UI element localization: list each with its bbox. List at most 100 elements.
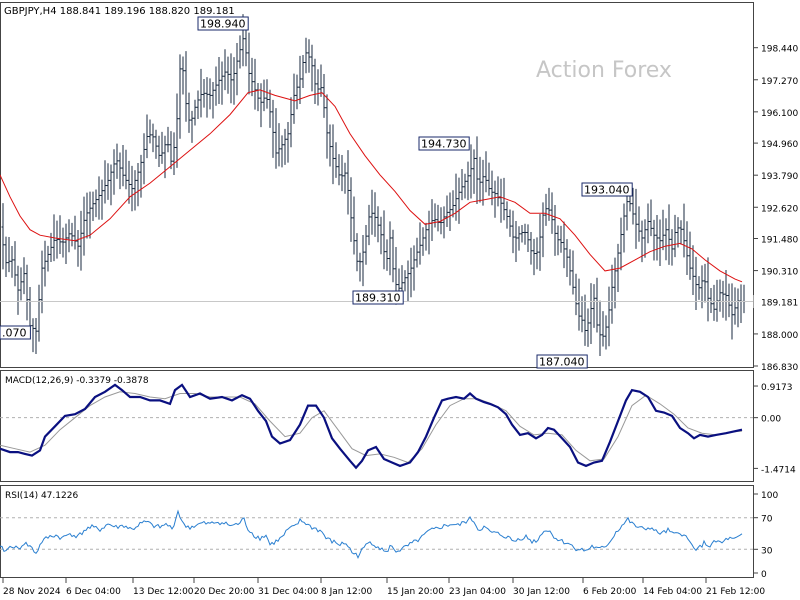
price-bar bbox=[220, 61, 224, 105]
price-bar bbox=[313, 58, 317, 105]
price-bar bbox=[25, 264, 29, 321]
price-tick-label: 194.960 bbox=[761, 140, 798, 150]
price-bar bbox=[508, 209, 512, 237]
price-tick-label: 193.790 bbox=[761, 172, 798, 182]
price-bar bbox=[631, 187, 635, 225]
time-tick-label: 6 Feb 20:00 bbox=[583, 587, 637, 597]
price-bar bbox=[613, 257, 617, 309]
price-bar bbox=[178, 54, 182, 139]
price-callout-box bbox=[418, 136, 470, 151]
price-callouts: 198.940 194.730 193.040 189.310 187.040 .070 bbox=[0, 16, 633, 369]
rsi-line bbox=[0, 509, 743, 560]
price-bar bbox=[364, 224, 368, 265]
price-bar bbox=[553, 204, 557, 256]
price-bar bbox=[448, 192, 452, 231]
price-bar bbox=[595, 277, 599, 333]
price-callout-box bbox=[352, 290, 404, 305]
price-bar bbox=[283, 128, 287, 165]
macd-tick-label: 0.9173 bbox=[761, 383, 793, 393]
rsi-tick-label: 0 bbox=[761, 570, 767, 580]
price-bar bbox=[331, 124, 335, 185]
time-tick-label: 30 Jan 12:00 bbox=[513, 587, 570, 597]
price-callout-label: 187.040 bbox=[539, 356, 585, 369]
moving-average-line bbox=[0, 89, 743, 283]
price-bar bbox=[580, 296, 584, 333]
price-panel: Action Forex GBPJPY,H4 188.841 189.196 1… bbox=[0, 2, 799, 373]
price-bar bbox=[487, 162, 491, 196]
price-bar bbox=[445, 195, 449, 227]
rsi-panel: RSI(14) 47.1226 100 70 30 0 bbox=[0, 485, 778, 580]
macd-panel-frame bbox=[0, 370, 754, 482]
price-bar bbox=[385, 239, 389, 271]
price-bar bbox=[670, 229, 674, 266]
price-bar bbox=[622, 203, 626, 253]
price-bar bbox=[373, 192, 377, 237]
price-tick-label: 190.310 bbox=[761, 268, 798, 278]
price-bar bbox=[250, 57, 254, 97]
price-bar bbox=[559, 225, 563, 253]
price-bar bbox=[37, 284, 41, 342]
price-tick-label: 192.620 bbox=[761, 204, 798, 214]
price-callout-label: 198.940 bbox=[200, 18, 246, 31]
price-bar bbox=[64, 223, 68, 265]
price-bar bbox=[718, 279, 722, 312]
price-tick-label: 191.480 bbox=[761, 236, 798, 246]
price-bar bbox=[709, 287, 713, 314]
price-bar bbox=[274, 108, 278, 169]
price-bar bbox=[235, 43, 239, 96]
price-bar bbox=[112, 149, 116, 195]
price-bar bbox=[319, 64, 323, 97]
price-bar bbox=[355, 233, 359, 272]
price-bar bbox=[154, 129, 158, 159]
price-bar bbox=[202, 79, 206, 108]
price-bar bbox=[415, 237, 419, 268]
price-bar bbox=[22, 257, 26, 295]
price-bar bbox=[160, 131, 164, 164]
price-bar bbox=[193, 99, 197, 126]
time-tick-label: 8 Jan 12:00 bbox=[321, 587, 373, 597]
price-bar bbox=[187, 92, 191, 133]
price-bar bbox=[451, 190, 455, 218]
price-bar bbox=[598, 300, 602, 357]
price-bar bbox=[262, 79, 266, 112]
price-bar bbox=[496, 176, 500, 207]
price-bar bbox=[334, 142, 338, 178]
price-bar bbox=[583, 294, 587, 346]
price-bar bbox=[466, 161, 470, 201]
price-bar bbox=[685, 221, 689, 275]
price-bar bbox=[4, 236, 8, 278]
price-bar bbox=[667, 204, 671, 265]
price-bar bbox=[16, 265, 20, 315]
price-bar bbox=[55, 220, 59, 259]
price-bar bbox=[646, 203, 650, 244]
price-bar bbox=[205, 77, 209, 118]
price-bar bbox=[343, 162, 347, 194]
price-bar bbox=[649, 199, 653, 237]
price-bar bbox=[46, 245, 50, 272]
price-bar bbox=[289, 97, 293, 148]
price-bar bbox=[175, 93, 179, 168]
price-bar bbox=[652, 219, 656, 261]
price-bar bbox=[640, 220, 644, 263]
price-bar bbox=[127, 160, 131, 204]
price-bar bbox=[484, 151, 488, 193]
price-bar bbox=[340, 154, 344, 192]
price-bar bbox=[724, 270, 728, 321]
price-bar bbox=[586, 308, 590, 347]
price-bar bbox=[322, 73, 326, 118]
price-bar bbox=[532, 238, 536, 276]
price-bar bbox=[409, 247, 413, 298]
price-bar bbox=[136, 163, 140, 207]
price-tick-label: 196.100 bbox=[761, 109, 798, 119]
price-bar bbox=[94, 189, 98, 218]
price-bar bbox=[223, 49, 227, 91]
price-bar bbox=[544, 193, 548, 226]
price-bar bbox=[460, 168, 464, 201]
price-bar bbox=[370, 189, 374, 235]
price-bar bbox=[562, 221, 566, 269]
price-bar bbox=[571, 250, 575, 295]
price-bar bbox=[211, 82, 215, 119]
price-tick-label: 186.830 bbox=[761, 363, 798, 373]
current-price-label: 189.181 bbox=[761, 299, 798, 309]
